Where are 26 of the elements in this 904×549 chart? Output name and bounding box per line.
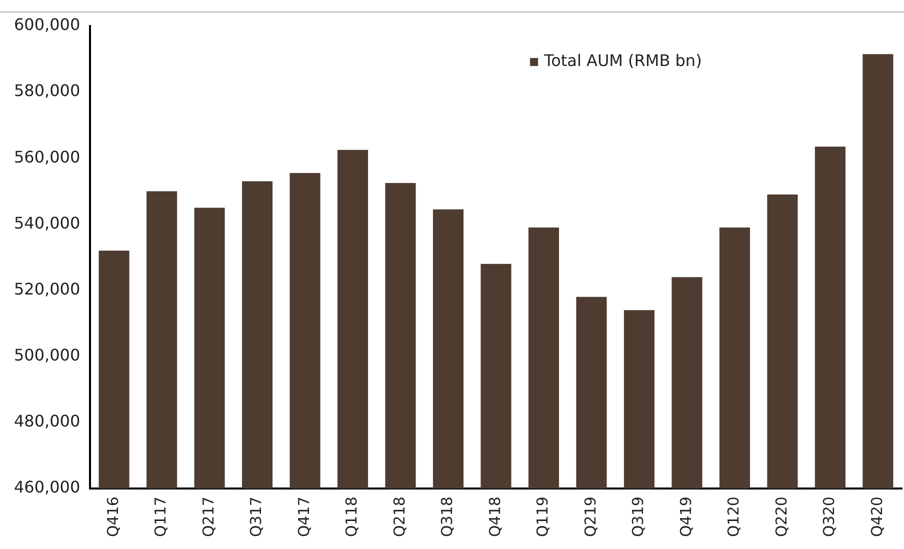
x-tick-label: Q120 xyxy=(724,496,743,537)
x-tick-label: Q420 xyxy=(868,496,886,537)
x-tick-label: Q217 xyxy=(199,496,218,537)
x-tick-label: Q417 xyxy=(294,496,313,537)
x-tick-label: Q118 xyxy=(342,496,361,537)
y-tick-label: 580,000 xyxy=(14,81,80,100)
x-tick-label: Q218 xyxy=(390,496,408,537)
x-tick-label: Q317 xyxy=(247,496,266,537)
x-tick-label: Q320 xyxy=(820,496,838,537)
x-tick-label: Q418 xyxy=(486,496,504,537)
y-tick-label: 600,000 xyxy=(14,15,80,34)
x-tick-label: Q117 xyxy=(152,496,170,537)
x-tick-label: Q319 xyxy=(629,496,648,537)
x-tick-label: Q220 xyxy=(772,496,790,537)
legend-label: Total AUM (RMB bn) xyxy=(543,51,702,70)
y-tick-label: 480,000 xyxy=(14,412,80,431)
y-tick-label: 520,000 xyxy=(14,279,80,298)
y-tick-label: 560,000 xyxy=(14,147,80,166)
x-tick-label: Q119 xyxy=(534,496,552,537)
x-tick-label: Q419 xyxy=(676,496,695,537)
y-tick-label: 460,000 xyxy=(14,478,80,497)
x-tick-label: Q416 xyxy=(104,496,122,537)
x-tick-label: Q318 xyxy=(438,496,456,537)
y-tick-label: 540,000 xyxy=(14,213,80,232)
x-tick-label: Q219 xyxy=(581,496,600,537)
y-tick-label: 500,000 xyxy=(14,346,80,365)
